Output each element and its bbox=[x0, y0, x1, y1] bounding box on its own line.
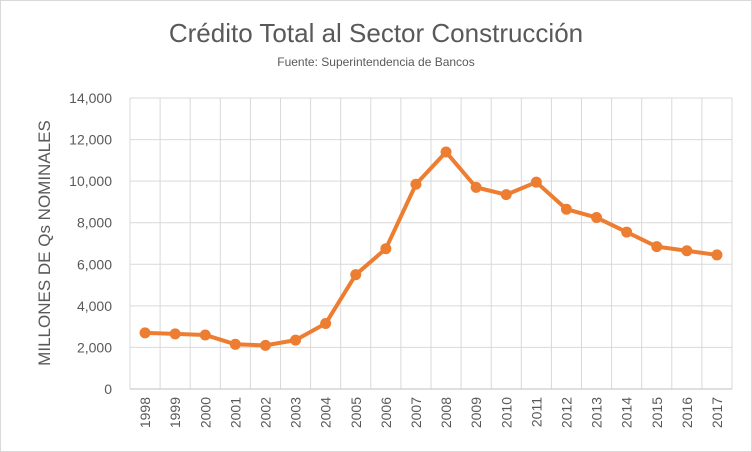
y-tick-label: 10,000 bbox=[69, 173, 112, 189]
x-tick-label: 2007 bbox=[408, 397, 424, 428]
data-point bbox=[259, 339, 271, 351]
x-tick-label: 1999 bbox=[167, 397, 183, 428]
x-tick-label: 2003 bbox=[288, 397, 304, 428]
x-tick-label: 2017 bbox=[709, 397, 725, 428]
x-tick-label: 2001 bbox=[227, 397, 243, 428]
x-tick-label: 1998 bbox=[137, 397, 153, 428]
y-tick-label: 12,000 bbox=[69, 132, 112, 148]
data-point bbox=[530, 176, 542, 188]
data-point bbox=[591, 212, 603, 224]
x-tick-label: 2012 bbox=[558, 397, 574, 428]
x-tick-label: 2000 bbox=[197, 397, 213, 428]
axes: 0 2,000 4,000 6,000 8,000 10,000 12,000 14,000 1… bbox=[69, 90, 732, 428]
y-tick-label: 6,000 bbox=[77, 256, 112, 272]
x-tick-label: 2004 bbox=[318, 397, 334, 428]
data-point bbox=[290, 334, 302, 346]
data-point bbox=[560, 203, 572, 215]
data-point bbox=[380, 243, 392, 255]
x-tick-label: 2009 bbox=[468, 397, 484, 428]
x-tick-label: 2011 bbox=[528, 397, 544, 427]
data-point bbox=[470, 181, 482, 193]
data-point bbox=[500, 189, 512, 201]
y-tick-label: 14,000 bbox=[69, 90, 112, 106]
data-point bbox=[169, 328, 181, 340]
chart-subtitle: Fuente: Superintendencia de Bancos bbox=[277, 55, 475, 69]
x-tick-label: 2016 bbox=[679, 397, 695, 428]
x-tick-label: 2005 bbox=[348, 397, 364, 428]
x-tick-label: 2015 bbox=[649, 397, 665, 428]
x-tick-label: 2008 bbox=[438, 397, 454, 428]
x-tick-label: 2014 bbox=[619, 397, 635, 428]
data-point bbox=[320, 318, 332, 330]
series bbox=[139, 146, 723, 351]
x-tick-label: 2002 bbox=[257, 397, 273, 428]
x-tick-label: 2010 bbox=[498, 397, 514, 428]
data-point bbox=[681, 245, 693, 257]
grid bbox=[129, 97, 733, 389]
data-point bbox=[350, 269, 362, 281]
data-point bbox=[229, 338, 241, 350]
y-axis-label: MILLONES DE Qs NOMINALES bbox=[35, 120, 54, 366]
y-tick-label: 4,000 bbox=[77, 298, 112, 314]
chart-title: Crédito Total al Sector Construcción bbox=[168, 18, 584, 48]
data-point bbox=[621, 226, 633, 238]
data-point bbox=[139, 327, 151, 339]
data-point bbox=[651, 241, 663, 253]
x-tick-label: 2013 bbox=[589, 397, 605, 428]
x-tick-label: 2006 bbox=[378, 397, 394, 428]
y-tick-label: 2,000 bbox=[77, 339, 112, 355]
y-tick-label: 0 bbox=[104, 381, 112, 397]
data-point bbox=[410, 178, 422, 190]
y-tick-label: 8,000 bbox=[77, 215, 112, 231]
data-point bbox=[199, 329, 211, 341]
data-point bbox=[440, 146, 452, 158]
data-point bbox=[711, 249, 723, 261]
